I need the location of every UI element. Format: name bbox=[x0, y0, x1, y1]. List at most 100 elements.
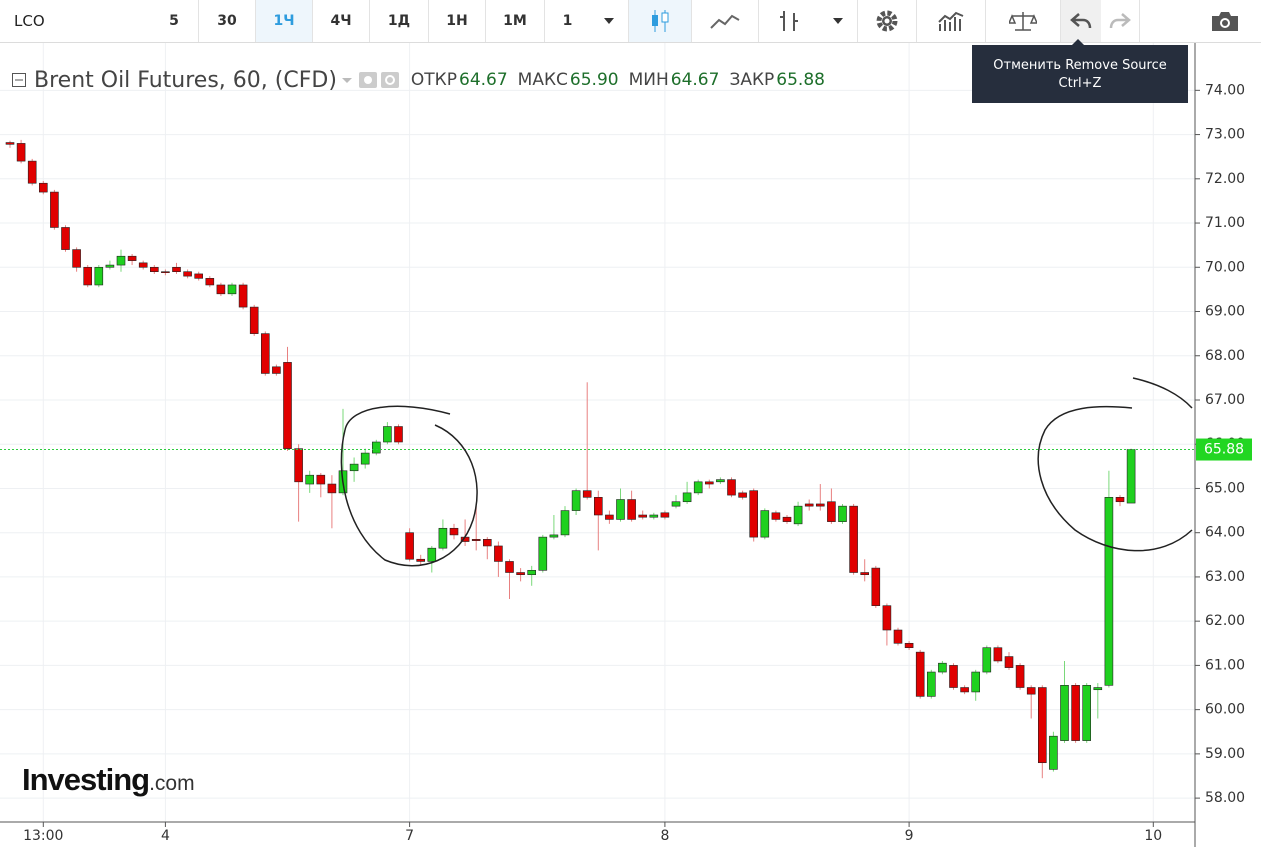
candle-body bbox=[371, 441, 381, 454]
candle-body bbox=[238, 284, 248, 308]
hand-circle bbox=[1037, 405, 1193, 552]
logo-brand: Investing bbox=[22, 762, 150, 797]
range-button[interactable]: 1 bbox=[562, 13, 573, 29]
last-price-box bbox=[1196, 438, 1252, 461]
candle-body bbox=[516, 572, 525, 576]
candle-body bbox=[5, 142, 15, 145]
candle-body bbox=[16, 143, 26, 162]
candle-body bbox=[771, 512, 781, 520]
candle-body bbox=[294, 448, 303, 483]
candle-body bbox=[671, 501, 681, 507]
y-tick-label: 72.00 bbox=[1205, 171, 1245, 187]
dropdown[interactable] bbox=[590, 0, 629, 42]
bars-button[interactable] bbox=[759, 0, 819, 42]
chart-title: Brent Oil Futures, 60, (CFD) bbox=[34, 67, 337, 93]
y-tick-label: 73.00 bbox=[1205, 127, 1245, 143]
candle-body bbox=[827, 501, 836, 522]
candle-body bbox=[782, 516, 792, 522]
caret bbox=[833, 18, 843, 24]
legend: Brent Oil Futures, 60, (CFD) ОТКР 64.67 М… bbox=[12, 64, 825, 96]
candle-body bbox=[571, 490, 581, 511]
candle-body bbox=[860, 572, 870, 576]
icon bbox=[710, 14, 740, 29]
candle-body bbox=[327, 483, 337, 494]
candle-body bbox=[638, 514, 648, 518]
candle-body bbox=[216, 284, 226, 295]
line-button[interactable] bbox=[692, 0, 759, 42]
dropdown[interactable] bbox=[819, 0, 858, 42]
candle-body bbox=[616, 499, 625, 520]
candle-body bbox=[1060, 685, 1069, 741]
symbol[interactable]: LCO bbox=[14, 12, 45, 30]
interval-button[interactable]: 5 bbox=[150, 0, 199, 42]
candle-body bbox=[904, 642, 914, 649]
x-tick-label: 9 bbox=[905, 828, 914, 844]
ohlc-label: ЗАКР bbox=[729, 70, 775, 90]
candle-body bbox=[50, 191, 59, 228]
candle-body bbox=[194, 273, 203, 279]
candle-body bbox=[405, 532, 414, 560]
candle-body bbox=[1038, 687, 1047, 764]
candle-body bbox=[815, 503, 825, 507]
interval-button[interactable]: 30 bbox=[199, 0, 256, 42]
toolbar: LCO 5 30 1Ч 4Ч 1Д 1Н 1М 1 bbox=[0, 0, 1261, 43]
hand-stroke bbox=[1132, 377, 1193, 409]
candle-body bbox=[272, 366, 281, 374]
icon bbox=[652, 10, 669, 32]
candle-body bbox=[682, 492, 692, 503]
collapse-icon[interactable] bbox=[12, 73, 26, 87]
candle-body bbox=[915, 651, 925, 697]
indicators-button[interactable] bbox=[917, 0, 986, 42]
interval-button[interactable]: 1Ч bbox=[256, 0, 313, 42]
y-tick-label: 70.00 bbox=[1205, 259, 1245, 275]
y-tick-label: 61.00 bbox=[1205, 657, 1245, 673]
ohlc-label: ОТКР bbox=[410, 70, 457, 90]
ohlc-label: МАКС bbox=[517, 70, 568, 90]
candle-body bbox=[416, 558, 426, 562]
candle-body bbox=[360, 452, 370, 465]
redo-button[interactable] bbox=[1101, 0, 1140, 42]
candle-body bbox=[127, 255, 137, 261]
snapshot-button[interactable] bbox=[1190, 0, 1260, 42]
candle-body bbox=[649, 514, 659, 518]
logo: Investing.com bbox=[22, 762, 195, 798]
interval-button[interactable]: 1Н bbox=[429, 0, 486, 42]
annotations bbox=[340, 377, 1193, 567]
logo-suffix: .com bbox=[149, 772, 195, 795]
candle-body bbox=[793, 505, 803, 525]
y-tick-label: 71.00 bbox=[1205, 215, 1245, 231]
candle-body bbox=[993, 647, 1003, 662]
candle-body bbox=[1126, 449, 1136, 504]
candles-button[interactable] bbox=[629, 0, 692, 42]
undo-button[interactable] bbox=[1061, 0, 1101, 42]
y-tick-label: 58.00 bbox=[1205, 790, 1245, 806]
caret[interactable] bbox=[337, 73, 357, 87]
interval-button[interactable]: 1Д bbox=[370, 0, 429, 42]
candle-body bbox=[893, 629, 903, 644]
interval-button[interactable]: 1М bbox=[486, 0, 545, 42]
candle-body bbox=[72, 249, 81, 268]
candle-body bbox=[105, 264, 115, 268]
candle-body bbox=[727, 479, 736, 496]
settings-button[interactable] bbox=[858, 0, 917, 42]
y-tick-label: 63.00 bbox=[1205, 569, 1245, 585]
y-tick-label: 69.00 bbox=[1205, 304, 1245, 320]
candle-body bbox=[849, 505, 858, 573]
y-tick-label: 64.00 bbox=[1205, 525, 1245, 541]
tooltip-shortcut: Ctrl+Z bbox=[1058, 76, 1102, 91]
series-icons[interactable] bbox=[357, 70, 401, 90]
candle-body bbox=[938, 662, 947, 673]
interval-button[interactable]: 4Ч bbox=[313, 0, 370, 42]
candle-body bbox=[882, 605, 892, 631]
y-tick-label: 67.00 bbox=[1205, 392, 1245, 408]
candle-body bbox=[150, 266, 159, 273]
x-tick-label: 13:00 bbox=[23, 828, 63, 844]
candle-body bbox=[394, 426, 403, 443]
candle-body bbox=[38, 182, 48, 193]
candle-body bbox=[471, 539, 481, 541]
candle-body bbox=[205, 278, 215, 286]
compare-button[interactable] bbox=[986, 0, 1061, 42]
candle-body bbox=[260, 333, 270, 374]
candle-body bbox=[1026, 687, 1036, 695]
